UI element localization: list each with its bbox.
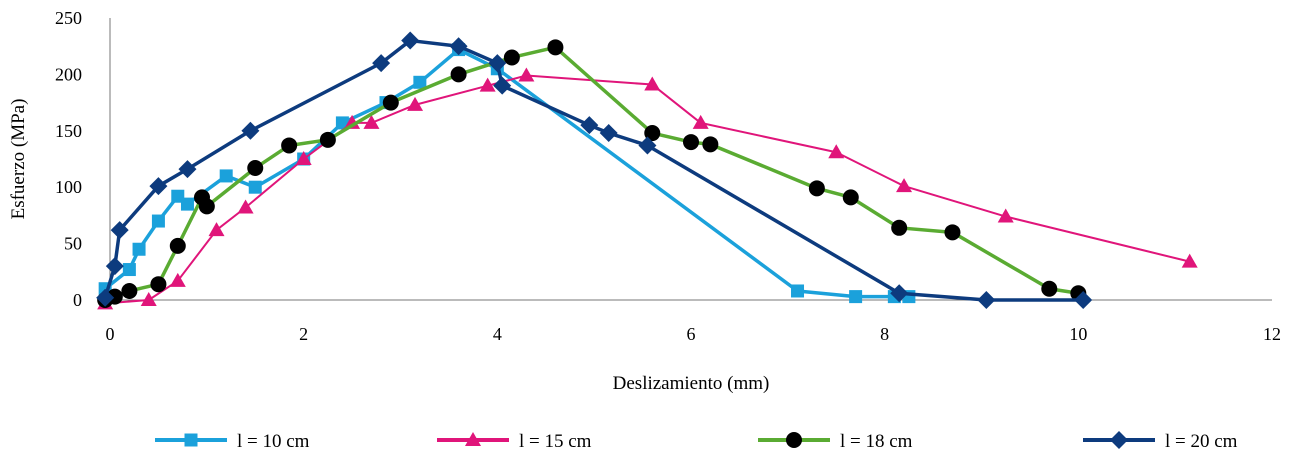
data-point (248, 180, 262, 194)
data-point (281, 137, 298, 154)
x-tick-label: 10 (1069, 324, 1087, 344)
series-2 (97, 67, 1198, 310)
axes (109, 18, 1272, 301)
data-point (944, 224, 961, 241)
data-point (692, 114, 709, 129)
x-tick-labels: 0 2 4 6 8 10 12 (106, 324, 1282, 344)
legend-label: l = 18 cm (840, 431, 913, 452)
y-tick-label: 50 (64, 234, 82, 254)
data-point (241, 121, 260, 140)
data-point (842, 189, 859, 206)
data-point (335, 116, 349, 130)
data-point (997, 208, 1014, 223)
data-point (363, 114, 380, 129)
data-point (105, 257, 124, 276)
y-tick-label: 250 (55, 8, 82, 28)
series-layer (96, 31, 1198, 310)
x-tick-label: 6 (687, 324, 696, 344)
legend-item: l = 15 cm (437, 431, 592, 452)
data-point (791, 284, 805, 298)
data-point (488, 54, 507, 73)
data-point (382, 94, 399, 111)
data-point (407, 96, 424, 111)
data-point (644, 76, 661, 91)
data-point (178, 160, 197, 179)
x-axis-title: Deslizamiento (mm) (613, 373, 770, 394)
legend-label: l = 15 cm (519, 431, 592, 452)
y-tick-label: 100 (55, 177, 82, 197)
data-point (580, 116, 599, 135)
data-point (638, 136, 657, 155)
x-tick-label: 4 (493, 324, 502, 344)
data-point (132, 242, 146, 256)
data-point (401, 31, 420, 50)
data-point (1181, 253, 1198, 268)
data-point (1074, 291, 1093, 309)
data-point (449, 37, 468, 56)
data-point (683, 134, 699, 151)
y-tick-label: 0 (73, 290, 82, 310)
data-point (169, 272, 186, 287)
data-point (110, 221, 129, 240)
y-tick-label: 200 (55, 64, 82, 84)
data-point (140, 292, 157, 306)
data-point (169, 237, 186, 254)
legend-marker (1110, 431, 1128, 449)
data-point (150, 276, 167, 293)
legend-marker (786, 432, 802, 448)
data-point (702, 136, 719, 153)
data-point (149, 177, 168, 196)
data-point (493, 76, 512, 95)
data-point (198, 198, 215, 215)
x-tick-label: 8 (880, 324, 889, 344)
data-point (247, 160, 264, 177)
data-point (644, 125, 661, 142)
data-point (890, 284, 909, 303)
legend-item: l = 20 cm (1083, 431, 1238, 452)
data-point (896, 178, 913, 193)
data-point (413, 75, 427, 89)
y-tick-labels: 0 50 100 150 200 250 (55, 8, 82, 310)
x-tick-label: 12 (1263, 324, 1281, 344)
data-point (599, 124, 618, 143)
x-tick-label: 0 (106, 324, 115, 344)
data-point (237, 199, 254, 214)
data-point (828, 144, 845, 159)
legend: l = 10 cm l = 15 cm l = 18 cm l = 20 cm (155, 431, 1238, 452)
series-line (105, 74, 1190, 305)
data-point (344, 114, 361, 129)
y-tick-label: 150 (55, 121, 82, 141)
data-point (122, 263, 136, 277)
data-point (1041, 280, 1058, 297)
data-point (180, 197, 194, 211)
data-point (450, 66, 467, 83)
data-point (503, 49, 520, 66)
legend-marker (184, 433, 198, 447)
legend-label: l = 10 cm (237, 431, 310, 452)
legend-item: l = 10 cm (155, 431, 310, 452)
series-4 (96, 31, 1093, 309)
x-tick-label: 2 (299, 324, 308, 344)
data-point (808, 180, 825, 197)
data-point (479, 77, 496, 92)
data-point (208, 222, 225, 237)
legend-item: l = 18 cm (758, 431, 913, 452)
data-point (319, 131, 336, 148)
data-point (547, 39, 564, 56)
legend-marker (465, 432, 481, 446)
data-point (891, 219, 908, 236)
data-point (219, 169, 233, 183)
data-point (151, 214, 165, 228)
data-point (96, 288, 115, 307)
legend-label: l = 20 cm (1165, 431, 1238, 452)
data-point (295, 151, 312, 165)
series-3 (97, 39, 1087, 308)
data-point (372, 54, 391, 73)
data-point (518, 67, 535, 82)
y-axis-title: Esfuerzo (MPa) (8, 99, 29, 220)
data-point (849, 290, 863, 304)
data-point (977, 291, 996, 309)
data-point (121, 282, 138, 299)
